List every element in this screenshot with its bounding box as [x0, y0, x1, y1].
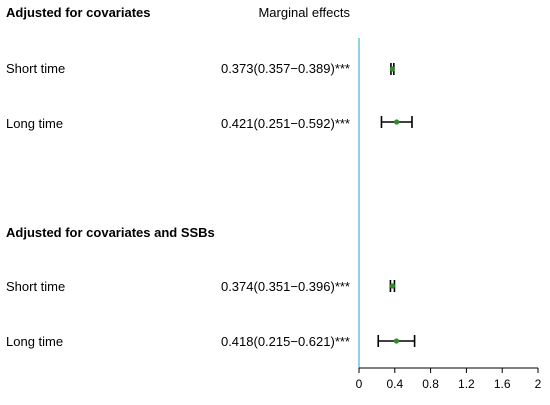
- row-label-long-time-1: Long time: [6, 116, 64, 131]
- row-label-long-time-2: Long time: [6, 334, 64, 349]
- section-title-covariates-ssbs: Adjusted for covariates and SSBs: [6, 225, 215, 240]
- x-tick-label: 1.6: [494, 377, 511, 391]
- section-title-covariates: Adjusted for covariates: [6, 5, 151, 20]
- row-effect-short-time-2: 0.374(0.351−0.396)***: [220, 279, 350, 294]
- x-tick-label: 2: [535, 377, 542, 391]
- x-tick-label: 1.2: [458, 377, 475, 391]
- estimate-point: [389, 66, 395, 72]
- row-label-short-time-1: Short time: [6, 61, 66, 76]
- x-tick-label: 0: [356, 377, 363, 391]
- row-effect-long-time-2: 0.418(0.215−0.621)***: [220, 334, 350, 349]
- row-label-short-time-2: Short time: [6, 279, 66, 294]
- estimate-point: [394, 119, 400, 125]
- estimate-point: [389, 283, 396, 289]
- x-tick-label: 0.8: [422, 377, 439, 391]
- row-effect-short-time-1: 0.373(0.357−0.389)***: [220, 61, 350, 76]
- estimate-point: [393, 338, 400, 344]
- row-effect-long-time-1: 0.421(0.251−0.592)***: [220, 116, 350, 131]
- marginal-effects-heading: Marginal effects: [258, 5, 350, 20]
- x-tick-label: 0.4: [386, 377, 403, 391]
